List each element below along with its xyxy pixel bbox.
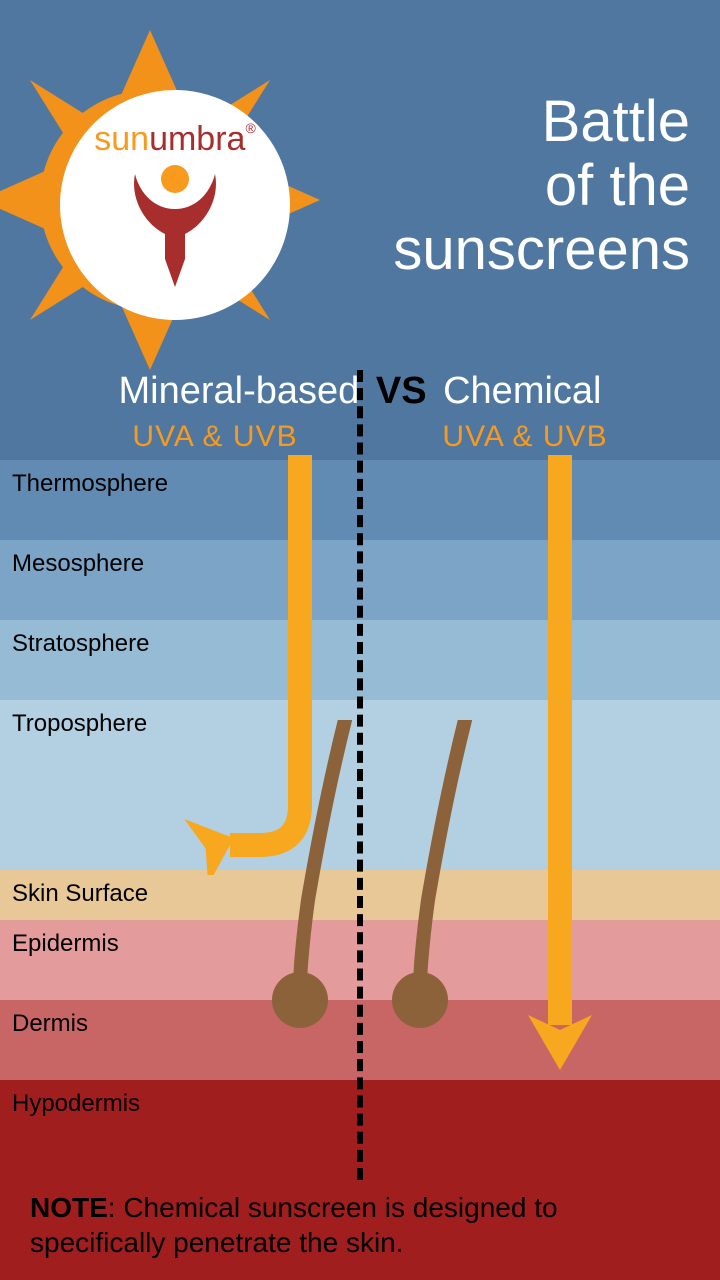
layer-label-mesosphere: Mesosphere	[12, 550, 144, 578]
brand-name: sunumbra®	[94, 120, 256, 159]
brand-right: umbra	[149, 120, 245, 158]
title-line3: sunscreens	[393, 218, 690, 282]
subheader-left: UVA & UVB	[132, 420, 297, 454]
header-vs: VS	[376, 370, 427, 412]
layer-label-stratosphere: Stratosphere	[12, 630, 149, 658]
note-text: NOTE: Chemical sunscreen is designed to …	[30, 1190, 690, 1260]
subheaders: UVA & UVB UVA & UVB	[0, 420, 720, 454]
brand-reg: ®	[245, 120, 255, 136]
layer-label-troposphere: Troposphere	[12, 710, 147, 738]
brand-figure-icon	[120, 159, 230, 289]
header-mineral: Mineral-based	[118, 370, 359, 412]
title-line2: of the	[393, 154, 690, 218]
layer-label-epidermis: Epidermis	[12, 930, 119, 958]
layer-label-skin-surface: Skin Surface	[12, 880, 148, 908]
brand-logo: sunumbra®	[60, 90, 290, 320]
title-line1: Battle	[393, 90, 690, 154]
note-bold: NOTE	[30, 1192, 108, 1223]
layer-label-thermosphere: Thermosphere	[12, 470, 168, 498]
main-title: Battle of the sunscreens	[393, 90, 690, 281]
note-body: : Chemical sunscreen is designed to spec…	[30, 1192, 558, 1258]
comparison-headers: Mineral-based VS Chemical	[0, 370, 720, 413]
subheader-right: UVA & UVB	[442, 420, 607, 454]
chemical-arrow	[520, 455, 600, 1075]
hair-follicle-right	[390, 720, 490, 1040]
layer-label-dermis: Dermis	[12, 1010, 88, 1038]
layer-label-hypodermis: Hypodermis	[12, 1090, 140, 1118]
brand-left: sun	[94, 120, 149, 158]
mineral-arrow	[180, 455, 360, 875]
header-chemical: Chemical	[443, 370, 601, 412]
